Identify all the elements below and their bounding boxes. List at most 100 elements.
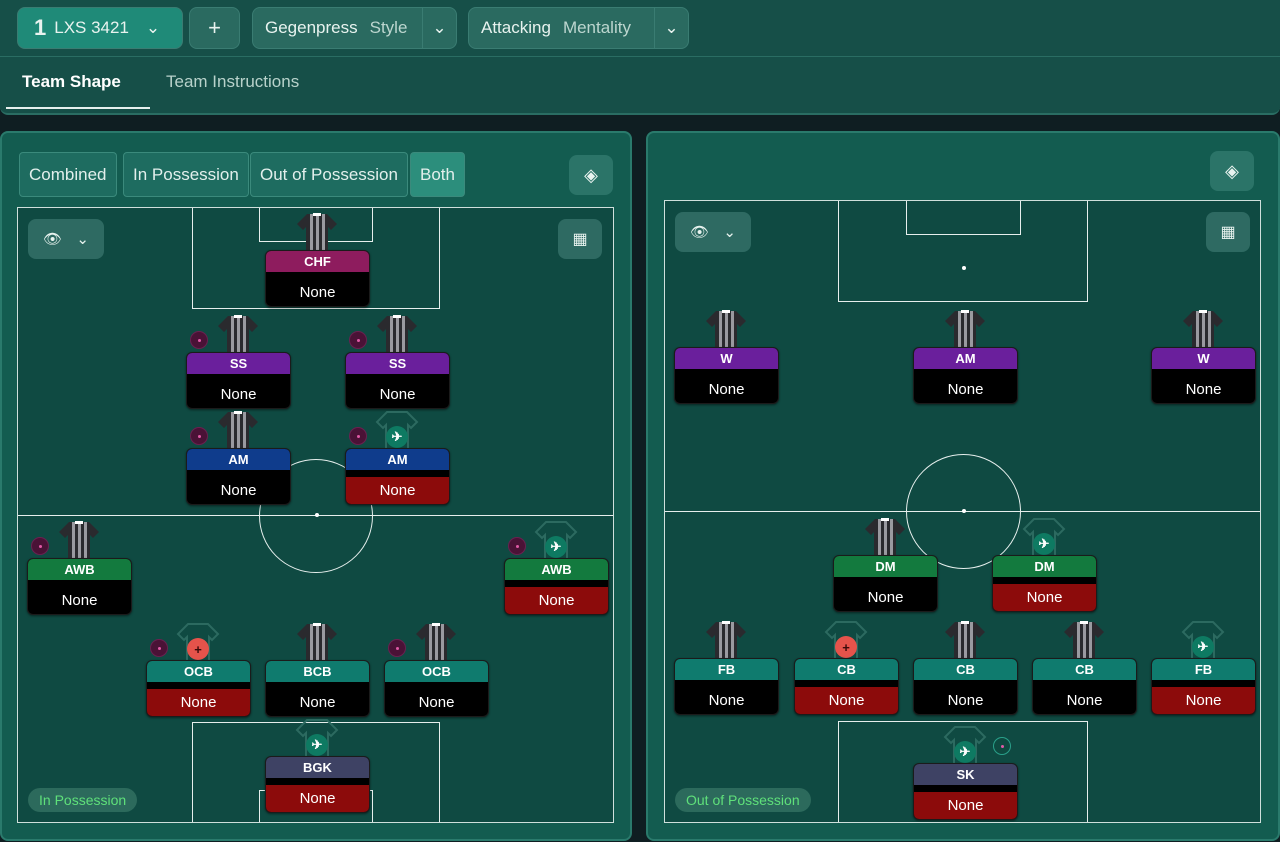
player-shirt-icon[interactable] xyxy=(1181,309,1225,349)
player-card[interactable]: BGK None xyxy=(265,756,370,813)
grid-icon: ▦ xyxy=(572,231,588,248)
role-label: W xyxy=(1152,348,1255,369)
chevron-down-icon: ⌄ xyxy=(422,8,456,48)
add-player-icon: + xyxy=(187,638,209,660)
role-label: SK xyxy=(914,764,1017,785)
mentality-value: Attacking xyxy=(481,18,551,37)
eye-icon: 👁 xyxy=(690,224,710,241)
player-card[interactable]: W None xyxy=(1151,347,1256,404)
player-card[interactable]: DM None xyxy=(992,555,1097,612)
grid-toggle-button[interactable]: ▦ xyxy=(1206,212,1250,252)
player-shirt-icon[interactable] xyxy=(295,212,339,252)
ball-instruction-icon xyxy=(388,639,406,657)
player-card[interactable]: CHF None xyxy=(265,250,370,307)
player-name: None xyxy=(379,386,416,403)
plane-icon: ✈ xyxy=(954,741,976,763)
chevron-down-icon: ⌄ xyxy=(145,18,161,37)
right-pitch: 👁 ⌄ ▦ Out of Possession W None AM None W None D… xyxy=(664,200,1261,823)
active-tab-indicator xyxy=(6,107,150,109)
player-name: None xyxy=(220,482,257,499)
player-card[interactable]: OCB None xyxy=(146,660,251,717)
tactic-selector[interactable]: 1 LXS 3421 ⌄ xyxy=(17,7,183,49)
player-shirt-icon[interactable] xyxy=(943,620,987,660)
player-shirt-icon[interactable] xyxy=(295,622,339,662)
role-label: CB xyxy=(795,659,898,680)
player-card[interactable]: CB None xyxy=(1032,658,1137,715)
role-label: DM xyxy=(834,556,937,577)
visibility-toggle[interactable]: 👁 ⌄ xyxy=(675,212,751,252)
player-shirt-icon[interactable] xyxy=(216,314,260,354)
divider xyxy=(0,56,1280,57)
player-card[interactable]: AM None xyxy=(345,448,450,505)
mentality-dropdown[interactable]: Attacking Mentality ⌄ xyxy=(468,7,689,49)
role-label: FB xyxy=(675,659,778,680)
role-label: FB xyxy=(1152,659,1255,680)
visibility-toggle[interactable]: 👁 ⌄ xyxy=(28,219,104,259)
player-shirt-icon[interactable] xyxy=(943,309,987,349)
role-label: AM xyxy=(346,449,449,470)
player-name: None xyxy=(220,386,257,403)
player-card[interactable]: BCB None xyxy=(265,660,370,717)
player-shirt-icon[interactable] xyxy=(863,517,907,557)
player-name: None xyxy=(299,694,336,711)
plus-icon: + xyxy=(208,15,221,40)
player-name: None xyxy=(947,381,984,398)
player-name: None xyxy=(346,477,449,504)
plane-icon: ✈ xyxy=(306,734,328,756)
grid-icon: ▦ xyxy=(1220,224,1236,241)
player-card[interactable]: OCB None xyxy=(384,660,489,717)
player-card[interactable]: CB None xyxy=(794,658,899,715)
player-card[interactable]: W None xyxy=(674,347,779,404)
player-card[interactable]: AWB None xyxy=(504,558,609,615)
player-name: None xyxy=(299,284,336,301)
player-card[interactable]: CB None xyxy=(913,658,1018,715)
player-card[interactable]: AWB None xyxy=(27,558,132,615)
role-label: CB xyxy=(1033,659,1136,680)
role-label: CB xyxy=(914,659,1017,680)
player-shirt-icon[interactable] xyxy=(704,620,748,660)
flip-pitch-button[interactable]: ◈ xyxy=(569,155,613,195)
player-shirt-icon[interactable] xyxy=(414,622,458,662)
phase-badge: In Possession xyxy=(28,788,138,812)
tactic-name: LXS 3421 xyxy=(54,18,129,37)
player-shirt-icon[interactable] xyxy=(375,314,419,354)
player-card[interactable]: AM None xyxy=(913,347,1018,404)
tactic-number: 1 xyxy=(34,15,47,40)
role-label: AWB xyxy=(505,559,608,580)
view-in-possession[interactable]: In Possession xyxy=(123,152,249,197)
tab-team-shape[interactable]: Team Shape xyxy=(22,72,121,91)
flip-pitch-button[interactable]: ◈ xyxy=(1210,151,1254,191)
player-card[interactable]: FB None xyxy=(1151,658,1256,715)
player-shirt-icon[interactable] xyxy=(57,520,101,560)
player-card[interactable]: FB None xyxy=(674,658,779,715)
eye-icon: 👁 xyxy=(43,231,63,248)
player-name: None xyxy=(61,592,98,609)
view-combined[interactable]: Combined xyxy=(19,152,117,197)
ball-instruction-icon xyxy=(190,427,208,445)
player-shirt-icon[interactable] xyxy=(1062,620,1106,660)
player-card[interactable]: SS None xyxy=(345,352,450,409)
player-name: None xyxy=(993,584,1096,611)
add-tactic-button[interactable]: + xyxy=(189,7,240,49)
grid-toggle-button[interactable]: ▦ xyxy=(558,219,602,259)
ball-instruction-icon xyxy=(349,427,367,445)
phase-badge: Out of Possession xyxy=(675,788,811,812)
player-card[interactable]: SK None xyxy=(913,763,1018,820)
add-player-icon: + xyxy=(835,636,857,658)
style-dropdown[interactable]: Gegenpress Style ⌄ xyxy=(252,7,457,49)
view-out-of-possession[interactable]: Out of Possession xyxy=(250,152,408,197)
player-card[interactable]: SS None xyxy=(186,352,291,409)
player-card[interactable]: DM None xyxy=(833,555,938,612)
view-both[interactable]: Both xyxy=(410,152,465,197)
tab-team-instructions[interactable]: Team Instructions xyxy=(166,72,300,91)
chevron-down-icon: ⌄ xyxy=(76,231,89,248)
pitch-spot xyxy=(962,266,966,270)
role-label: SS xyxy=(187,353,290,374)
chevron-down-icon: ⌄ xyxy=(654,8,688,48)
ball-instruction-icon xyxy=(349,331,367,349)
player-card[interactable]: AM None xyxy=(186,448,291,505)
role-label: DM xyxy=(993,556,1096,577)
instruction-icon xyxy=(993,737,1011,755)
player-shirt-icon[interactable] xyxy=(216,410,260,450)
player-shirt-icon[interactable] xyxy=(704,309,748,349)
